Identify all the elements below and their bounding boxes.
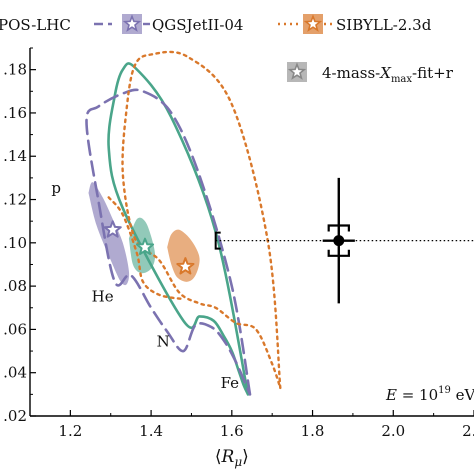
legend-label-sibyll: SIBYLL-2.3d [336, 16, 432, 34]
y-tick-label: .04 [3, 364, 27, 382]
mass-label-he: He [92, 287, 114, 305]
x-tick-label: 1.2 [58, 422, 82, 440]
x-tick-label: 1.4 [139, 422, 163, 440]
y-tick-label: .16 [3, 104, 27, 122]
data-point-sys-bracket-bottom [327, 249, 350, 257]
reference-bracket [214, 231, 221, 250]
y-tick-label: .10 [3, 234, 27, 252]
inset-legend-star [287, 62, 307, 80]
legend-star-sibyll [303, 14, 323, 32]
y-tick-label: .18 [3, 61, 27, 79]
data-point-group [214, 177, 474, 304]
series-line-sibyll-2-3d-3 [107, 196, 185, 301]
mass-label-p: p [51, 179, 61, 197]
star-marker-pos-lhc [136, 237, 155, 255]
fit-markers [103, 220, 195, 275]
y-tick-label: .08 [3, 277, 27, 295]
x-tick-label: 2.2 [462, 422, 474, 440]
y-tick-label: .02 [3, 407, 27, 425]
y-tick-label: .14 [3, 147, 27, 165]
inset-legend-label: 4-mass-Xmax-fit+r [322, 64, 454, 85]
x-axis-label: ⟨Rμ⟩ [215, 447, 249, 469]
x-tick-label: 2.0 [381, 422, 405, 440]
data-point-sys-bracket-top [327, 224, 350, 232]
star-marker-sibyll-2-3d [176, 257, 195, 275]
fit-region-sibyll-2-3d [167, 229, 200, 282]
legend-label-pos-lhc: POS-LHC [0, 16, 71, 34]
axes: 1.2 1.4 1.6 1.8 2.0 2.2 .02 .04 .06 .08 .10 .12 .14.… [3, 47, 474, 469]
series-line-qgsjetii-04-1 [85, 88, 252, 396]
legend: POS-LHC QGSJetII-04 SIBYLL-2.3d 4-mass-Xmax… [0, 14, 454, 85]
series-curves [85, 50, 282, 396]
annotations: p He N Fe E = 1019 eV [51, 179, 474, 404]
y-tick-label: .06 [3, 320, 27, 338]
legend-label-qgsjet: QGSJetII-04 [152, 16, 243, 34]
y-tick-label: .12 [3, 191, 27, 209]
star-marker-qgsjetii-04 [103, 220, 122, 238]
x-tick-label: 1.8 [301, 422, 325, 440]
mass-label-fe: Fe [221, 374, 240, 392]
series-line-sibyll-2-3d-2 [121, 50, 282, 390]
energy-label: E = 1019 eV [385, 385, 474, 404]
mass-label-n: N [157, 333, 170, 351]
x-tick-label: 1.6 [220, 422, 244, 440]
data-point-marker [333, 235, 345, 247]
legend-star-qgsjet [122, 14, 142, 32]
